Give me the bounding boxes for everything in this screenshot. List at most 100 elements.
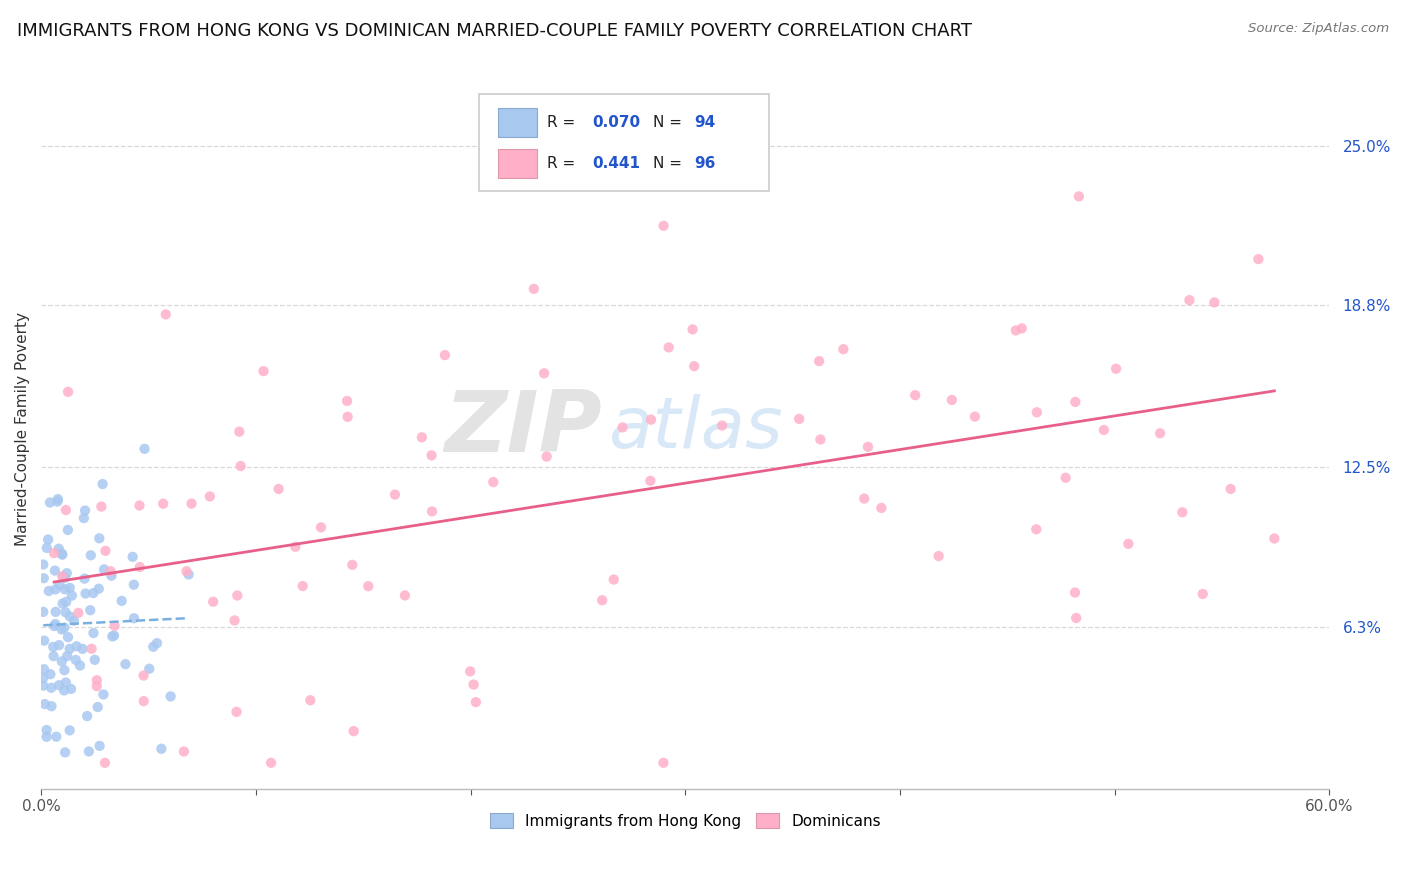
Point [176,564,198,578]
Point [1149,426,1171,441]
Point [420,504,443,518]
Point [46,492,69,507]
Point [55,503,77,517]
Point [59,581,82,595]
Point [60,589,83,603]
Point [65,653,87,667]
Point [128,499,150,513]
Point [48,541,70,556]
Point [73,511,96,525]
Point [711,418,734,433]
Point [941,392,963,407]
Point [45,730,67,744]
Point [1171,505,1194,519]
Point [39,681,62,695]
Point [963,409,986,424]
Point [55,605,77,619]
Point [1092,423,1115,437]
Point [90,500,112,514]
Point [51,623,73,637]
Point [94,756,117,770]
Point [101,629,124,643]
Point [53,582,76,597]
Point [228,425,250,439]
Point [53,663,76,677]
Point [59,681,82,696]
Text: R =: R = [547,115,581,130]
Text: 96: 96 [695,156,716,171]
Point [146,636,169,650]
Point [35,730,58,744]
Point [658,341,681,355]
Point [44,619,66,633]
Point [34,697,56,711]
Point [1105,361,1128,376]
Point [32,633,55,648]
Point [1178,293,1201,307]
Point [342,558,364,572]
Point [122,611,145,625]
Point [260,756,283,770]
Point [533,367,555,381]
Point [132,694,155,708]
Point [853,491,876,506]
FancyBboxPatch shape [499,109,537,137]
Point [122,578,145,592]
Point [32,671,55,685]
Point [80,641,103,656]
Point [224,614,246,628]
Point [384,487,406,501]
Point [336,393,359,408]
Point [48,578,70,592]
Point [39,667,62,681]
Point [76,709,98,723]
Point [35,723,58,737]
Point [103,619,125,633]
Point [155,307,177,321]
Point [75,586,97,600]
Point [252,364,274,378]
Point [1064,611,1087,625]
Point [343,724,366,739]
Point [38,584,60,599]
FancyBboxPatch shape [499,149,537,178]
Point [93,562,115,576]
Point [808,433,831,447]
Point [433,348,456,362]
Point [463,677,485,691]
Point [86,673,108,688]
Point [56,566,79,581]
Point [150,741,173,756]
Point [69,658,91,673]
Point [72,641,94,656]
Point [1191,587,1213,601]
Point [89,531,111,545]
Point [100,564,122,578]
Point [82,586,104,600]
Point [89,739,111,753]
Point [683,359,706,374]
Point [55,675,77,690]
Point [77,744,100,758]
Point [32,571,55,585]
Point [482,475,505,489]
Point [51,548,73,562]
Point [48,638,70,652]
Point [226,589,249,603]
Point [53,745,76,759]
Point [284,540,307,554]
Text: Source: ZipAtlas.com: Source: ZipAtlas.com [1249,22,1389,36]
Point [59,723,82,738]
Point [458,665,481,679]
Point [198,490,221,504]
Point [808,354,831,368]
Point [35,541,58,555]
Point [1247,252,1270,266]
Point [32,605,55,619]
Text: 0.070: 0.070 [592,115,641,130]
FancyBboxPatch shape [479,94,769,191]
Point [904,388,927,402]
Text: 94: 94 [695,115,716,130]
Point [225,705,247,719]
Point [94,544,117,558]
